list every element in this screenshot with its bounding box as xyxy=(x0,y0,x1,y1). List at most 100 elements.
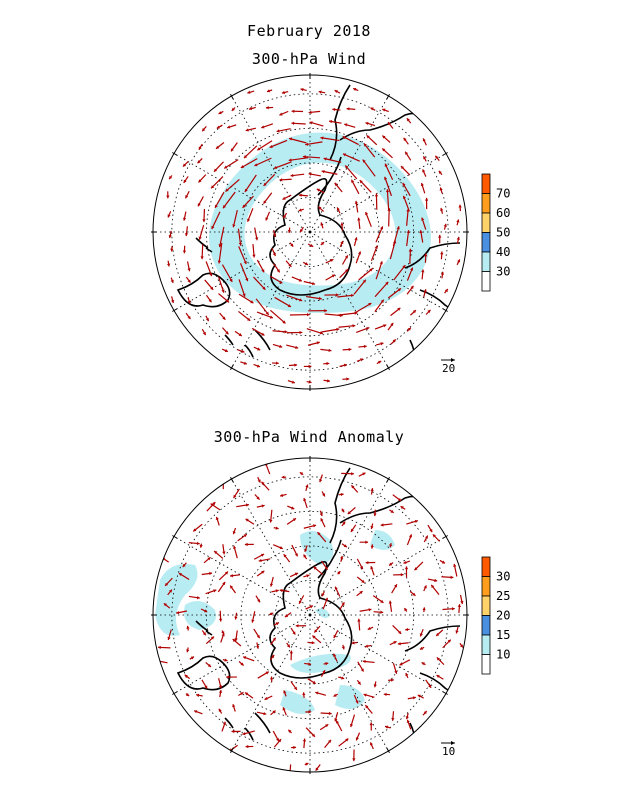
wind-arrow-head xyxy=(396,226,400,230)
wind-arrow-head xyxy=(302,692,306,696)
figure-title-wind: 300-hPa Wind xyxy=(251,50,367,68)
wind-arrow-head xyxy=(412,696,416,700)
wind-arrow-head xyxy=(231,729,235,734)
wind-arrow-head xyxy=(294,572,298,576)
wind-arrow-head xyxy=(294,553,298,557)
wind-arrow-head xyxy=(434,578,438,583)
wind-arrow-head xyxy=(165,582,169,586)
wind-arrow-head xyxy=(340,492,344,497)
wind-arrow-head xyxy=(291,506,295,510)
wind-arrow-head xyxy=(265,671,269,675)
wind-arrow-head xyxy=(421,662,425,666)
wind-arrow-head xyxy=(367,626,371,630)
colorbar-segment xyxy=(481,251,491,272)
wind-arrow-head xyxy=(402,182,406,187)
wind-arrow-head xyxy=(221,633,225,637)
wind-arrow-head xyxy=(306,574,310,578)
wind-arrow-head xyxy=(393,240,397,244)
wind-arrow-head xyxy=(333,634,337,639)
meridian-line xyxy=(231,95,311,233)
wind-arrow-head xyxy=(423,156,427,160)
wind-arrow-head xyxy=(288,729,292,733)
wind-arrow-head xyxy=(319,331,323,335)
wind-arrow-head xyxy=(351,485,355,489)
wind-arrow xyxy=(406,208,409,226)
colorbar-tick-label: 15 xyxy=(496,628,510,642)
wind-arrow-head xyxy=(243,155,248,159)
wind-arrow xyxy=(323,157,342,163)
wind-arrow-head xyxy=(207,663,211,667)
wind-arrow-head xyxy=(406,208,410,212)
wind-arrow-head xyxy=(397,498,402,502)
wind-arrow-head xyxy=(327,739,332,743)
wind-arrow xyxy=(386,189,390,210)
wind-arrow-head xyxy=(213,589,217,593)
wind-arrow-head xyxy=(279,588,283,593)
wind-arrow-head xyxy=(245,692,249,696)
wind-arrow-head xyxy=(222,581,226,586)
wind-arrow-head xyxy=(299,298,303,302)
edge-tick xyxy=(230,747,234,753)
wind-arrow-head xyxy=(240,165,245,168)
wind-arrow-head xyxy=(337,571,341,575)
colorbar-tick-label: 25 xyxy=(496,589,510,603)
wind-arrow-head xyxy=(198,146,202,150)
wind-arrow-head xyxy=(385,725,389,729)
wind-arrow-head xyxy=(187,279,191,283)
colorbar-segment xyxy=(481,595,491,616)
wind-arrow-head xyxy=(224,348,228,353)
wind-arrow-head xyxy=(333,693,337,697)
wind-arrow-head xyxy=(244,542,248,547)
wind-arrow-head xyxy=(359,180,363,184)
wind-arrow-head xyxy=(458,204,462,208)
wind-arrow-head xyxy=(374,245,378,249)
wind-arrow-head xyxy=(370,525,374,529)
wind-arrow-head xyxy=(440,271,445,275)
wind-arrow-head xyxy=(324,309,328,313)
wind-arrow-head xyxy=(373,513,377,517)
wind-arrow-head xyxy=(257,147,261,151)
colorbar-tick-label: 30 xyxy=(496,570,510,584)
wind-arrow-head xyxy=(365,560,369,565)
latitude-circle xyxy=(171,93,449,371)
wind-arrow-head xyxy=(331,274,335,278)
wind-arrow-head xyxy=(443,223,447,227)
wind-arrow-head xyxy=(257,479,261,483)
wind-arrow-head xyxy=(342,153,347,157)
wind-arrow-head xyxy=(345,165,349,169)
wind-arrow xyxy=(255,298,270,316)
wind-arrow-head xyxy=(256,364,260,368)
wind-arrow-head xyxy=(313,566,317,570)
wind-arrow-head xyxy=(436,675,440,678)
wind-arrow-head xyxy=(245,744,249,749)
meridian-line xyxy=(309,95,389,233)
wind-arrow-head xyxy=(322,493,326,497)
wind-arrow-head xyxy=(404,608,408,612)
wind-arrow-head xyxy=(202,331,206,336)
wind-arrow-head xyxy=(197,160,201,164)
wind-arrow-head xyxy=(224,165,228,169)
wind-arrow-head xyxy=(288,263,292,267)
wind-arrow-head xyxy=(326,361,330,366)
wind-arrow-head xyxy=(275,361,279,365)
wind-arrow-head xyxy=(182,217,187,221)
wind-arrow-head xyxy=(176,610,180,615)
wind-arrow-head xyxy=(166,195,170,199)
wind-arrow-head xyxy=(265,217,269,221)
wind-arrow-head xyxy=(168,234,172,238)
wind-arrow-head xyxy=(291,380,295,384)
wind-arrow-head xyxy=(279,280,283,284)
wind-arrow-head xyxy=(184,674,188,678)
wind-arrow-head xyxy=(187,268,191,272)
wind-arrow xyxy=(362,159,376,177)
wind-arrow-head xyxy=(341,602,345,606)
wind-arrow-head xyxy=(363,693,367,697)
wind-arrow xyxy=(256,311,274,319)
wind-arrow xyxy=(363,143,376,158)
wind-arrow-head xyxy=(312,635,316,639)
wind-arrow-head xyxy=(424,535,428,539)
wind-arrow-head xyxy=(300,229,303,233)
wind-arrow xyxy=(269,139,288,149)
wind-arrow-head xyxy=(397,642,401,646)
colorbar-segment xyxy=(481,173,491,194)
